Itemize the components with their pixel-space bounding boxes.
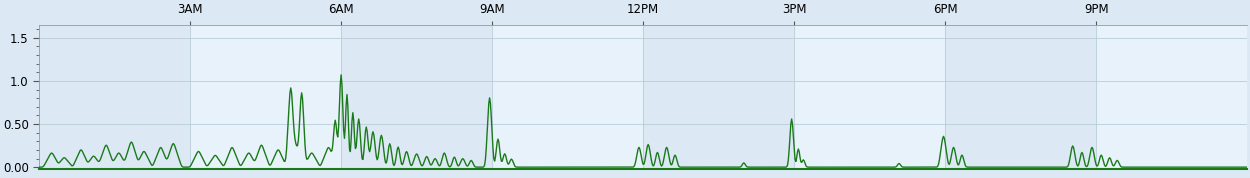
Bar	[341, 25, 492, 169]
Bar	[644, 25, 794, 169]
Bar	[1096, 25, 1248, 169]
Bar	[190, 25, 341, 169]
Bar	[945, 25, 1096, 169]
Bar	[794, 25, 945, 169]
Bar	[39, 25, 190, 169]
Bar	[492, 25, 644, 169]
